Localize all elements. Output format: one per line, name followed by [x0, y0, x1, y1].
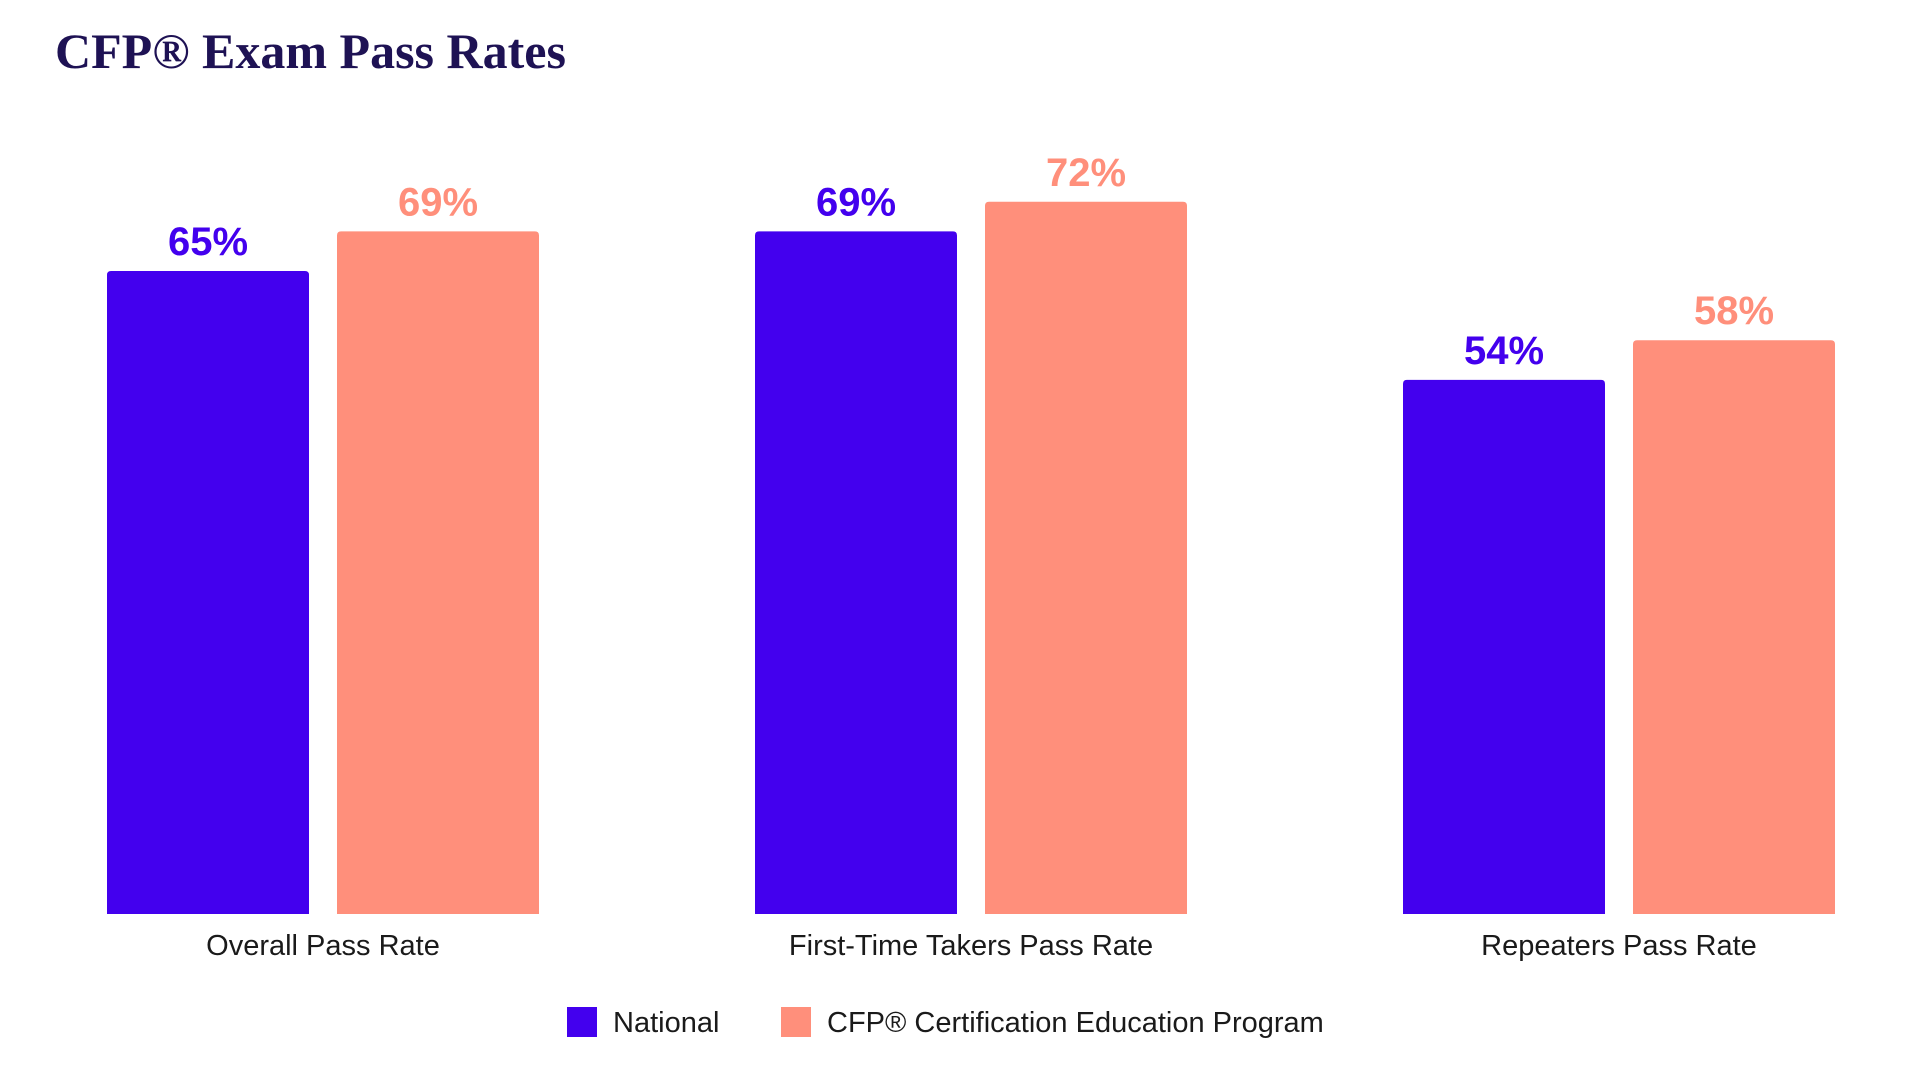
legend-label-program: CFP® Certification Education Program [827, 1007, 1324, 1039]
legend-swatch-program [781, 1007, 811, 1037]
legend-label-national: National [613, 1007, 719, 1039]
bar-national-2 [1403, 379, 1605, 914]
value-label-program-1: 72% [1046, 151, 1126, 195]
bar-national-0 [107, 271, 309, 914]
value-label-program-2: 58% [1694, 289, 1774, 333]
bar-program-1 [985, 201, 1187, 914]
value-label-national-1: 69% [816, 180, 896, 224]
category-label-2: Repeaters Pass Rate [1481, 930, 1757, 962]
value-label-program-0: 69% [398, 180, 478, 224]
value-label-national-0: 65% [168, 220, 248, 264]
category-labels-layer: Overall Pass Rate First-Time Takers Pass … [206, 930, 1757, 962]
bar-program-0 [337, 231, 539, 914]
bar-program-2 [1633, 340, 1835, 914]
bars-layer [107, 201, 1835, 914]
category-label-0: Overall Pass Rate [206, 930, 440, 962]
bar-national-1 [755, 231, 957, 914]
legend: National CFP® Certification Education Pro… [567, 1007, 1324, 1039]
value-labels-layer: 65% 69% 69% 72% 54% 58% [168, 151, 1774, 373]
category-label-1: First-Time Takers Pass Rate [789, 930, 1153, 962]
chart-title: CFP® Exam Pass Rates [55, 23, 566, 79]
value-label-national-2: 54% [1464, 329, 1544, 373]
legend-swatch-national [567, 1007, 597, 1037]
